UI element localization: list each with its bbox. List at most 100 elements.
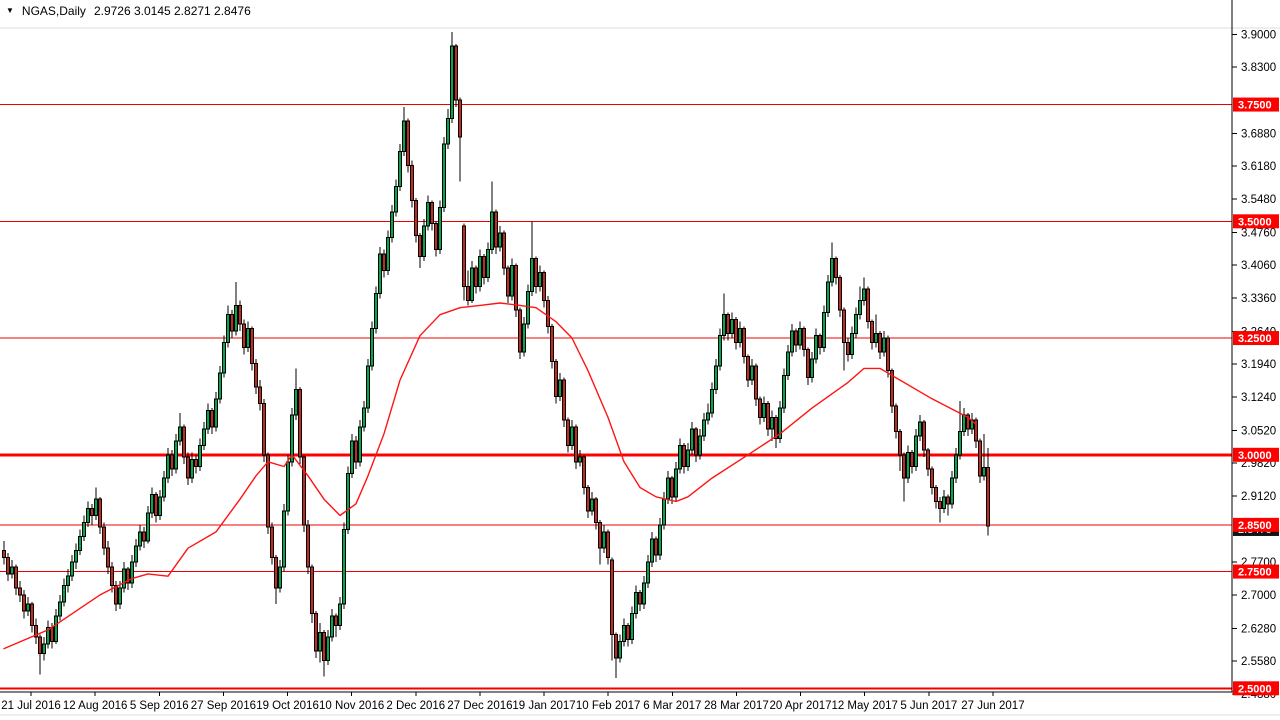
candle-bull xyxy=(234,304,238,332)
candle-bear xyxy=(598,522,602,549)
level-tag-3.5000 xyxy=(1233,214,1279,229)
candle-bull xyxy=(198,444,202,467)
candle-bull xyxy=(718,335,722,367)
symbol-timeframe-label: NGAS,Daily xyxy=(21,4,86,18)
candle-bull xyxy=(690,428,694,451)
candle-bear xyxy=(322,631,326,661)
candle-bull xyxy=(722,314,726,337)
candle-bear xyxy=(546,300,550,327)
price-tick-label: 3.4060 xyxy=(1241,260,1276,272)
time-axis[interactable]: 21 Jul 2016 12 Aug 2016 5 Sep 2016 27 Sep 2… xyxy=(1,692,1025,712)
candle-bear xyxy=(894,405,898,432)
candle-bull xyxy=(446,118,450,145)
candle-bear xyxy=(842,309,846,344)
time-tick-label: 19 Oct 2016 xyxy=(256,700,319,712)
candle-bull xyxy=(798,328,802,346)
candle-bull xyxy=(350,440,354,474)
candle-bear xyxy=(418,234,422,257)
candle-bull xyxy=(738,328,742,344)
candle-bull xyxy=(94,498,98,517)
price-tick-label: 3.3360 xyxy=(1241,293,1276,305)
candle-bear xyxy=(182,426,186,458)
candle-bear xyxy=(98,498,102,528)
candle-bull xyxy=(426,202,430,227)
candle-bear xyxy=(886,337,890,372)
candle-bull xyxy=(822,311,826,348)
candle-bull xyxy=(906,451,910,479)
candle-bull xyxy=(202,428,206,446)
moving-average-line xyxy=(3,302,977,650)
candle-bear xyxy=(910,451,914,467)
candle-bear xyxy=(966,414,970,430)
candle-bull xyxy=(162,477,166,498)
candle-bear xyxy=(186,456,190,479)
candle-bull xyxy=(706,412,710,421)
time-tick-label: 10 Feb 2017 xyxy=(576,700,641,712)
candle-bull xyxy=(70,561,74,577)
candle-bull xyxy=(422,225,426,257)
axes-frame xyxy=(0,0,1233,693)
candle-bear xyxy=(838,276,842,311)
level-tag-2.8500 xyxy=(1233,517,1279,532)
candle-bull xyxy=(858,300,862,316)
candle-bear xyxy=(930,468,934,488)
candle-bear xyxy=(242,323,246,348)
candle-bear xyxy=(494,211,498,248)
candle-bull xyxy=(782,374,786,409)
collapse-triangle-icon[interactable]: ▼ xyxy=(6,6,14,15)
price-tick-label: 2.7000 xyxy=(1241,590,1276,602)
candle-bull xyxy=(522,323,526,353)
candle-bear xyxy=(250,328,254,365)
candle-bear xyxy=(550,325,554,362)
candle-bull xyxy=(786,351,790,376)
time-tick-label: 10 Nov 2016 xyxy=(319,700,384,712)
candle-bull xyxy=(386,237,390,271)
candle-bear xyxy=(170,454,174,470)
level-tag-label: 3.5000 xyxy=(1238,216,1272,228)
price-tick-label: 3.8300 xyxy=(1241,62,1276,74)
candle-bear xyxy=(890,370,894,407)
price-tick-label: 2.9120 xyxy=(1241,491,1276,503)
candle-bear xyxy=(114,585,118,605)
candle-bull xyxy=(378,253,382,295)
candle-bull xyxy=(86,508,90,524)
candle-bull xyxy=(318,631,322,652)
candle-bull xyxy=(778,407,782,439)
candle-bear xyxy=(274,557,278,589)
candlestick-series xyxy=(2,32,990,679)
candle-bear xyxy=(50,627,54,643)
candle-bear xyxy=(938,501,942,510)
candle-bull xyxy=(470,267,474,302)
candle-bear xyxy=(922,421,926,451)
candle-bull xyxy=(62,585,66,603)
candle-bull xyxy=(26,603,30,612)
candle-bear xyxy=(694,428,698,456)
candle-bear xyxy=(474,267,478,288)
candle-bear xyxy=(34,624,38,638)
candle-bull xyxy=(982,466,986,477)
candle-bear xyxy=(774,416,778,439)
candle-bull xyxy=(478,255,482,288)
level-lines-layer xyxy=(0,104,1232,690)
candle-bull xyxy=(286,461,290,512)
candle-bull xyxy=(82,522,86,538)
level-tag-3.2500 xyxy=(1233,331,1279,346)
candle-bear xyxy=(106,547,110,568)
level-tag-3.0000 xyxy=(1233,447,1279,462)
candle-bull xyxy=(762,402,766,418)
candle-bear xyxy=(302,456,306,526)
candle-bull xyxy=(770,416,774,430)
candle-bull xyxy=(58,601,62,617)
candle-bear xyxy=(574,426,578,463)
candle-bull xyxy=(962,414,966,432)
level-tag-label: 3.2500 xyxy=(1238,333,1272,345)
level-tag-3.7500 xyxy=(1233,97,1279,112)
candle-bear xyxy=(110,566,114,587)
candle-bull xyxy=(830,258,834,283)
price-tick-label: 2.6280 xyxy=(1241,624,1276,636)
candle-bear xyxy=(142,531,146,542)
candle-bear xyxy=(270,526,274,559)
candle-bull xyxy=(498,232,502,248)
candle-bear xyxy=(610,559,614,636)
